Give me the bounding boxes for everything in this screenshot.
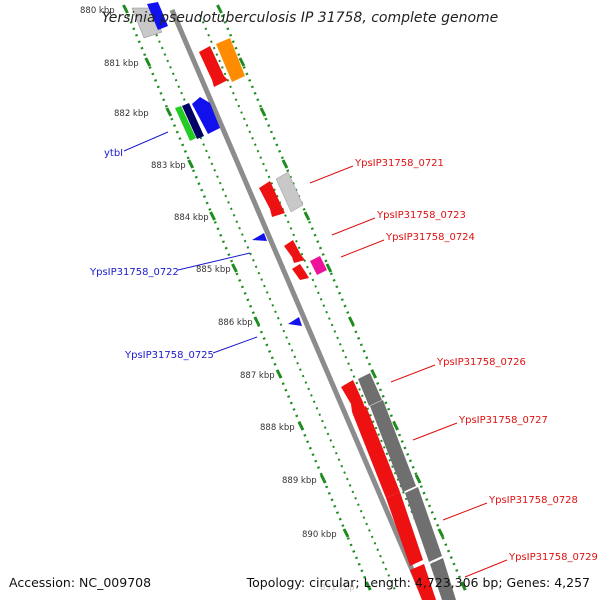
ruler-tick-label: 888 kbp bbox=[260, 423, 295, 433]
red-gene-0723 bbox=[284, 240, 305, 263]
ruler-dash-right bbox=[437, 528, 445, 538]
gene-label-callouts: ytbI YpsIP31758_0722 YpsIP31758_0725 YpsIP3… bbox=[89, 131, 598, 578]
gene-label[interactable]: YpsIP31758_0726 bbox=[436, 357, 526, 368]
ruler-tick-label: 883 kbp bbox=[151, 161, 186, 171]
gene-label[interactable]: YpsIP31758_0729 bbox=[508, 552, 598, 563]
ruler-dash-left bbox=[275, 369, 283, 379]
blue-gene-arrow bbox=[192, 97, 220, 134]
ruler-dash-left bbox=[231, 263, 238, 273]
gene-callout-line bbox=[123, 131, 169, 152]
ruler-dashes bbox=[122, 4, 467, 591]
gene-label[interactable]: YpsIP31758_0728 bbox=[488, 495, 578, 506]
genome-backbone bbox=[169, 9, 428, 600]
ruler-dash-left bbox=[187, 159, 195, 169]
ruler-dash-left bbox=[122, 4, 129, 14]
gene-callout-line bbox=[212, 336, 258, 354]
ruler-dash-right bbox=[216, 4, 223, 14]
ruler-tick-label: 884 kbp bbox=[174, 213, 209, 223]
outer-right-dotted-track bbox=[220, 14, 467, 591]
red-gene-0727 bbox=[352, 406, 400, 498]
gray-feature-top bbox=[131, 7, 163, 39]
gene-label[interactable]: YpsIP31758_0725 bbox=[124, 350, 214, 361]
ruler-tick-label: 887 kbp bbox=[240, 371, 275, 381]
blue-gene-0722 bbox=[252, 233, 267, 241]
red-gene-0723b bbox=[292, 264, 309, 280]
ruler-dash-left bbox=[342, 528, 350, 538]
reverse-features-top bbox=[131, 2, 168, 39]
ruler-tick-label: 891 kbp bbox=[320, 583, 355, 593]
gene-callout-line bbox=[331, 217, 376, 236]
red-gene-0729 bbox=[410, 564, 436, 600]
ruler-dash-right bbox=[414, 474, 422, 484]
gray-feature-0727 bbox=[370, 400, 416, 492]
genome-summary: Topology: circular; Length: 4,723,306 bp… bbox=[246, 575, 590, 590]
ruler-dash-left bbox=[297, 421, 305, 431]
gene-callout-line bbox=[390, 364, 436, 383]
ruler-dash-right bbox=[459, 581, 467, 591]
gene-callout-line bbox=[442, 502, 488, 521]
magenta-gene-0724 bbox=[310, 256, 327, 275]
gene-callout-line bbox=[340, 239, 385, 258]
orange-gene bbox=[216, 38, 245, 82]
ruler-dash-right bbox=[325, 263, 333, 273]
red-gene-0721 bbox=[259, 181, 285, 217]
ruler-tick-label: 886 kbp bbox=[218, 318, 253, 328]
gene-callout-line bbox=[412, 422, 458, 441]
blue-gene-top bbox=[147, 2, 168, 30]
blue-gene-0725 bbox=[288, 317, 302, 326]
ruler-tick-label: 890 kbp bbox=[302, 530, 337, 540]
ruler-dash-right bbox=[370, 369, 378, 379]
gene-label[interactable]: YpsIP31758_0721 bbox=[354, 158, 444, 169]
ruler-tick-label: 881 kbp bbox=[104, 59, 139, 69]
map-title: Yersinia pseudotuberculosis IP 31758, co… bbox=[101, 10, 499, 26]
light-gray-feature-0721 bbox=[275, 171, 304, 213]
ruler-dash-right bbox=[259, 107, 267, 117]
ruler-dash-right bbox=[238, 57, 246, 67]
ruler-tick-label: 889 kbp bbox=[282, 476, 317, 486]
ruler-dash-right bbox=[303, 211, 311, 221]
ruler-tick-label: 882 kbp bbox=[114, 109, 149, 119]
gray-feature-0729 bbox=[430, 558, 456, 600]
red-gene-arrow bbox=[199, 46, 228, 87]
gene-callout-line bbox=[309, 165, 354, 184]
ruler-dash-left bbox=[253, 316, 261, 326]
gene-label[interactable]: YpsIP31758_0724 bbox=[385, 232, 475, 243]
outer-left-dotted-track bbox=[126, 14, 372, 591]
ruler-dash-right bbox=[281, 159, 289, 169]
gene-label[interactable]: YpsIP31758_0722 bbox=[89, 267, 179, 278]
ruler-dash-left bbox=[165, 107, 173, 117]
gene-label[interactable]: YpsIP31758_0727 bbox=[458, 415, 548, 426]
ruler-dash-left bbox=[319, 474, 327, 484]
navy-gene bbox=[182, 103, 204, 139]
red-gene-0728 bbox=[386, 492, 423, 566]
red-gene-0726 bbox=[341, 380, 365, 412]
ruler-dash-left bbox=[144, 57, 152, 67]
gene-label[interactable]: ytbI bbox=[104, 148, 123, 159]
gene-label[interactable]: YpsIP31758_0723 bbox=[376, 210, 466, 221]
ruler-dash-left bbox=[364, 581, 372, 591]
ruler-tick-label: 885 kbp bbox=[196, 265, 231, 275]
gray-feature-0728 bbox=[405, 487, 442, 562]
gray-feature-0726 bbox=[358, 373, 382, 406]
gene-callout-line bbox=[464, 559, 508, 578]
green-gene-ytbI bbox=[175, 106, 196, 141]
accession-label: Accession: NC_009708 bbox=[9, 575, 152, 590]
gene-callout-line bbox=[177, 252, 251, 271]
ruler-tick-labels: 880 kbp 881 kbp 882 kbp 883 kbp 884 kbp 885 k… bbox=[80, 6, 355, 593]
ruler-dash-right bbox=[392, 421, 400, 431]
ruler-dash-right bbox=[347, 316, 355, 326]
ruler-dash-left bbox=[209, 211, 216, 221]
inner-right-dotted-track bbox=[199, 14, 446, 591]
inner-left-dotted-track bbox=[147, 14, 396, 591]
ruler-tick-label: 880 kbp bbox=[80, 6, 115, 16]
